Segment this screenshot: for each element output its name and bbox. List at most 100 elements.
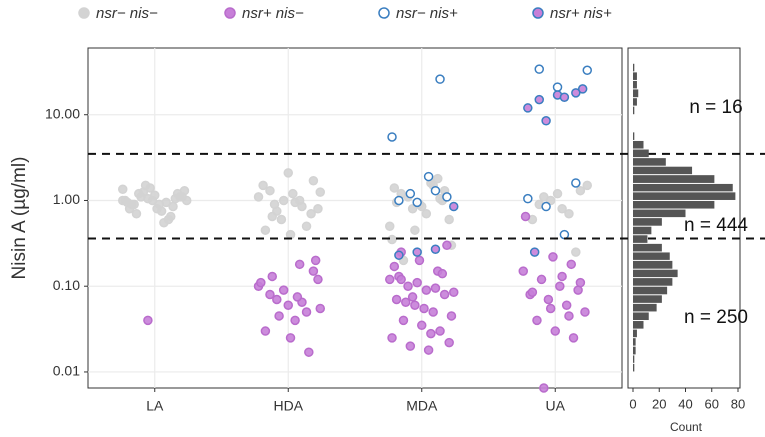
point — [571, 88, 581, 98]
point — [407, 204, 418, 214]
point — [278, 285, 289, 295]
point — [421, 208, 432, 219]
point — [541, 201, 551, 212]
point — [532, 315, 542, 326]
point — [265, 289, 275, 300]
point — [527, 287, 538, 298]
point — [290, 197, 300, 208]
point — [559, 229, 570, 240]
point — [315, 187, 325, 197]
hist-bar — [633, 218, 662, 226]
hist-bar — [633, 106, 635, 115]
point — [520, 211, 531, 222]
point — [577, 84, 588, 94]
point — [267, 211, 277, 222]
point — [582, 65, 592, 76]
point — [534, 64, 544, 74]
legend-swatch — [378, 7, 390, 19]
point — [177, 192, 187, 202]
annotation: n = 444 — [684, 215, 748, 236]
point — [385, 274, 395, 285]
hist-bar — [633, 72, 637, 80]
point — [575, 277, 586, 288]
point — [557, 271, 567, 282]
hist-bar — [633, 269, 678, 278]
point — [265, 185, 275, 196]
point — [285, 229, 296, 240]
point — [426, 328, 436, 339]
point — [442, 240, 452, 251]
x-tick-label: LA — [146, 398, 164, 414]
point — [442, 192, 452, 202]
point — [274, 311, 284, 321]
point — [285, 333, 296, 343]
hist-bar — [633, 355, 635, 363]
point — [433, 173, 443, 184]
point — [428, 307, 438, 317]
point — [161, 197, 171, 208]
y-tick-label: 10.00 — [45, 105, 80, 121]
point — [140, 180, 151, 191]
point — [405, 188, 416, 199]
point — [444, 337, 454, 348]
hist-bar — [633, 166, 693, 175]
point — [290, 315, 300, 326]
x-tick-label: 60 — [705, 396, 719, 411]
hist-bar — [633, 183, 733, 192]
point — [159, 217, 169, 228]
annotation: n = 250 — [684, 307, 748, 328]
point — [313, 274, 323, 285]
hist-bar — [633, 260, 673, 269]
point — [166, 211, 176, 222]
x-tick-label: 0 — [629, 396, 636, 411]
point — [267, 271, 277, 282]
point — [545, 195, 556, 206]
point — [435, 326, 445, 336]
hist-bar — [633, 226, 652, 235]
point — [561, 300, 572, 310]
hist-bar — [633, 140, 644, 149]
point — [523, 193, 533, 204]
hist-bar — [633, 132, 635, 140]
point — [297, 201, 307, 212]
point — [446, 311, 457, 321]
x-tick-label: HDA — [273, 398, 303, 414]
point — [118, 184, 128, 195]
hist-bar — [633, 200, 715, 209]
point — [294, 259, 305, 270]
hist-bar — [633, 89, 639, 98]
point — [389, 261, 400, 272]
point — [430, 283, 441, 293]
x-tick-label: UA — [546, 398, 566, 414]
point — [258, 180, 268, 191]
point — [315, 303, 325, 314]
point — [405, 341, 416, 351]
point — [557, 204, 567, 214]
x-tick-label: MDA — [406, 398, 438, 414]
point — [423, 171, 434, 182]
legend-label: nsr− nis+ — [396, 5, 458, 22]
hist-bar — [633, 80, 637, 89]
hist-bar — [633, 149, 649, 158]
hist-bar — [633, 209, 686, 218]
point — [582, 180, 592, 191]
point — [131, 208, 142, 219]
point — [552, 188, 563, 199]
point — [389, 183, 400, 193]
point — [260, 225, 271, 235]
x-tick-label: 80 — [731, 396, 745, 411]
hist-bar — [633, 192, 736, 200]
hist-bar — [633, 278, 673, 286]
point — [308, 266, 319, 276]
point — [564, 311, 574, 321]
point — [313, 204, 323, 214]
y-tick-label: 0.10 — [53, 277, 80, 293]
point — [272, 294, 282, 305]
point — [306, 208, 316, 219]
point — [421, 285, 432, 295]
hist-bar — [633, 63, 635, 72]
legend-swatch — [78, 7, 90, 19]
hist-bar — [633, 312, 649, 321]
point — [518, 266, 528, 276]
